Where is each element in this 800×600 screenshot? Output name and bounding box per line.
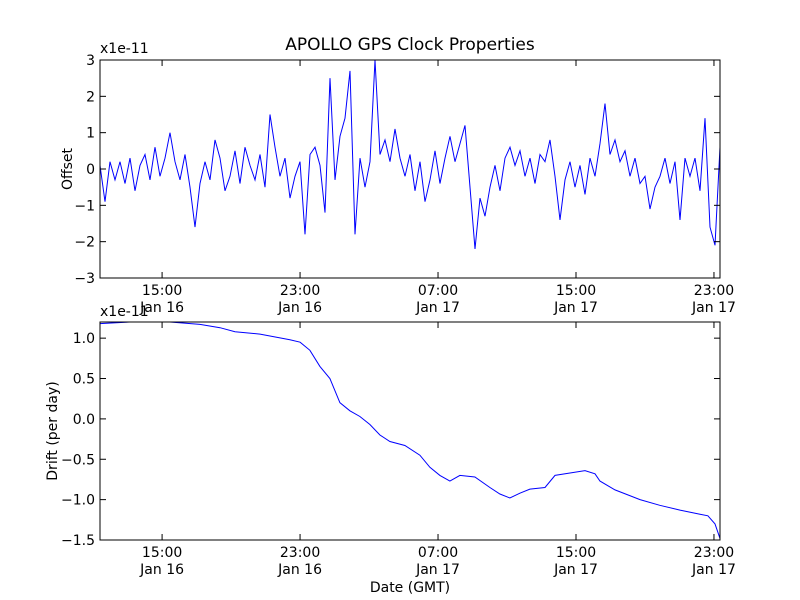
drift-xtick-date: Jan 17 bbox=[415, 562, 460, 578]
drift-xtick-time: 15:00 bbox=[556, 545, 596, 561]
drift-xlabel: Date (GMT) bbox=[370, 580, 450, 596]
drift-ytick-label: 0.5 bbox=[73, 372, 95, 388]
drift-xtick-time: 23:00 bbox=[694, 545, 734, 561]
chart-title: APOLLO GPS Clock Properties bbox=[285, 35, 535, 55]
drift-ytick-label: −1.0 bbox=[61, 493, 95, 509]
drift-xtick-time: 07:00 bbox=[418, 545, 458, 561]
drift-xtick-date: Jan 16 bbox=[139, 562, 184, 578]
offset-xtick-date: Jan 16 bbox=[277, 300, 322, 316]
offset-xtick-time: 23:00 bbox=[280, 283, 320, 299]
drift-series-line bbox=[99, 321, 721, 539]
drift-xtick-date: Jan 16 bbox=[277, 562, 322, 578]
offset-xtick-date: Jan 17 bbox=[415, 300, 460, 316]
offset-axes-frame bbox=[99, 59, 721, 279]
offset-ytick-label: 0 bbox=[86, 162, 95, 178]
offset-ytick-label: 2 bbox=[86, 89, 95, 105]
offset-xtick-date: Jan 16 bbox=[139, 300, 184, 316]
offset-series-line bbox=[99, 59, 721, 249]
offset-ytick-label: −1 bbox=[74, 198, 95, 214]
drift-ytick-label: 1.0 bbox=[73, 331, 95, 347]
offset-ytick-label: 1 bbox=[86, 126, 95, 142]
offset-xtick-time: 15:00 bbox=[556, 283, 596, 299]
offset-xtick-time: 07:00 bbox=[418, 283, 458, 299]
drift-ytick-label: −1.5 bbox=[61, 533, 95, 549]
drift-ytick-label: 0.0 bbox=[73, 412, 95, 428]
drift-xtick-time: 23:00 bbox=[280, 545, 320, 561]
offset-ytick-label: −2 bbox=[74, 235, 95, 251]
offset-xtick-time: 23:00 bbox=[694, 283, 734, 299]
drift-xtick-time: 15:00 bbox=[142, 545, 182, 561]
offset-multiplier: x1e-11 bbox=[100, 41, 149, 57]
drift-axes-frame bbox=[99, 321, 721, 541]
offset-xtick-date: Jan 17 bbox=[691, 300, 736, 316]
offset-ytick-label: 3 bbox=[86, 53, 95, 69]
offset-xtick-date: Jan 17 bbox=[553, 300, 598, 316]
offset-xtick-time: 15:00 bbox=[142, 283, 182, 299]
drift-xtick-date: Jan 17 bbox=[691, 562, 736, 578]
offset-ylabel: Offset bbox=[60, 147, 76, 190]
drift-ylabel: Drift (per day) bbox=[45, 381, 61, 480]
drift-ytick-label: −0.5 bbox=[61, 452, 95, 468]
offset-ytick-label: −3 bbox=[74, 271, 95, 287]
drift-multiplier: x1e-11 bbox=[100, 304, 149, 320]
drift-xtick-date: Jan 17 bbox=[553, 562, 598, 578]
